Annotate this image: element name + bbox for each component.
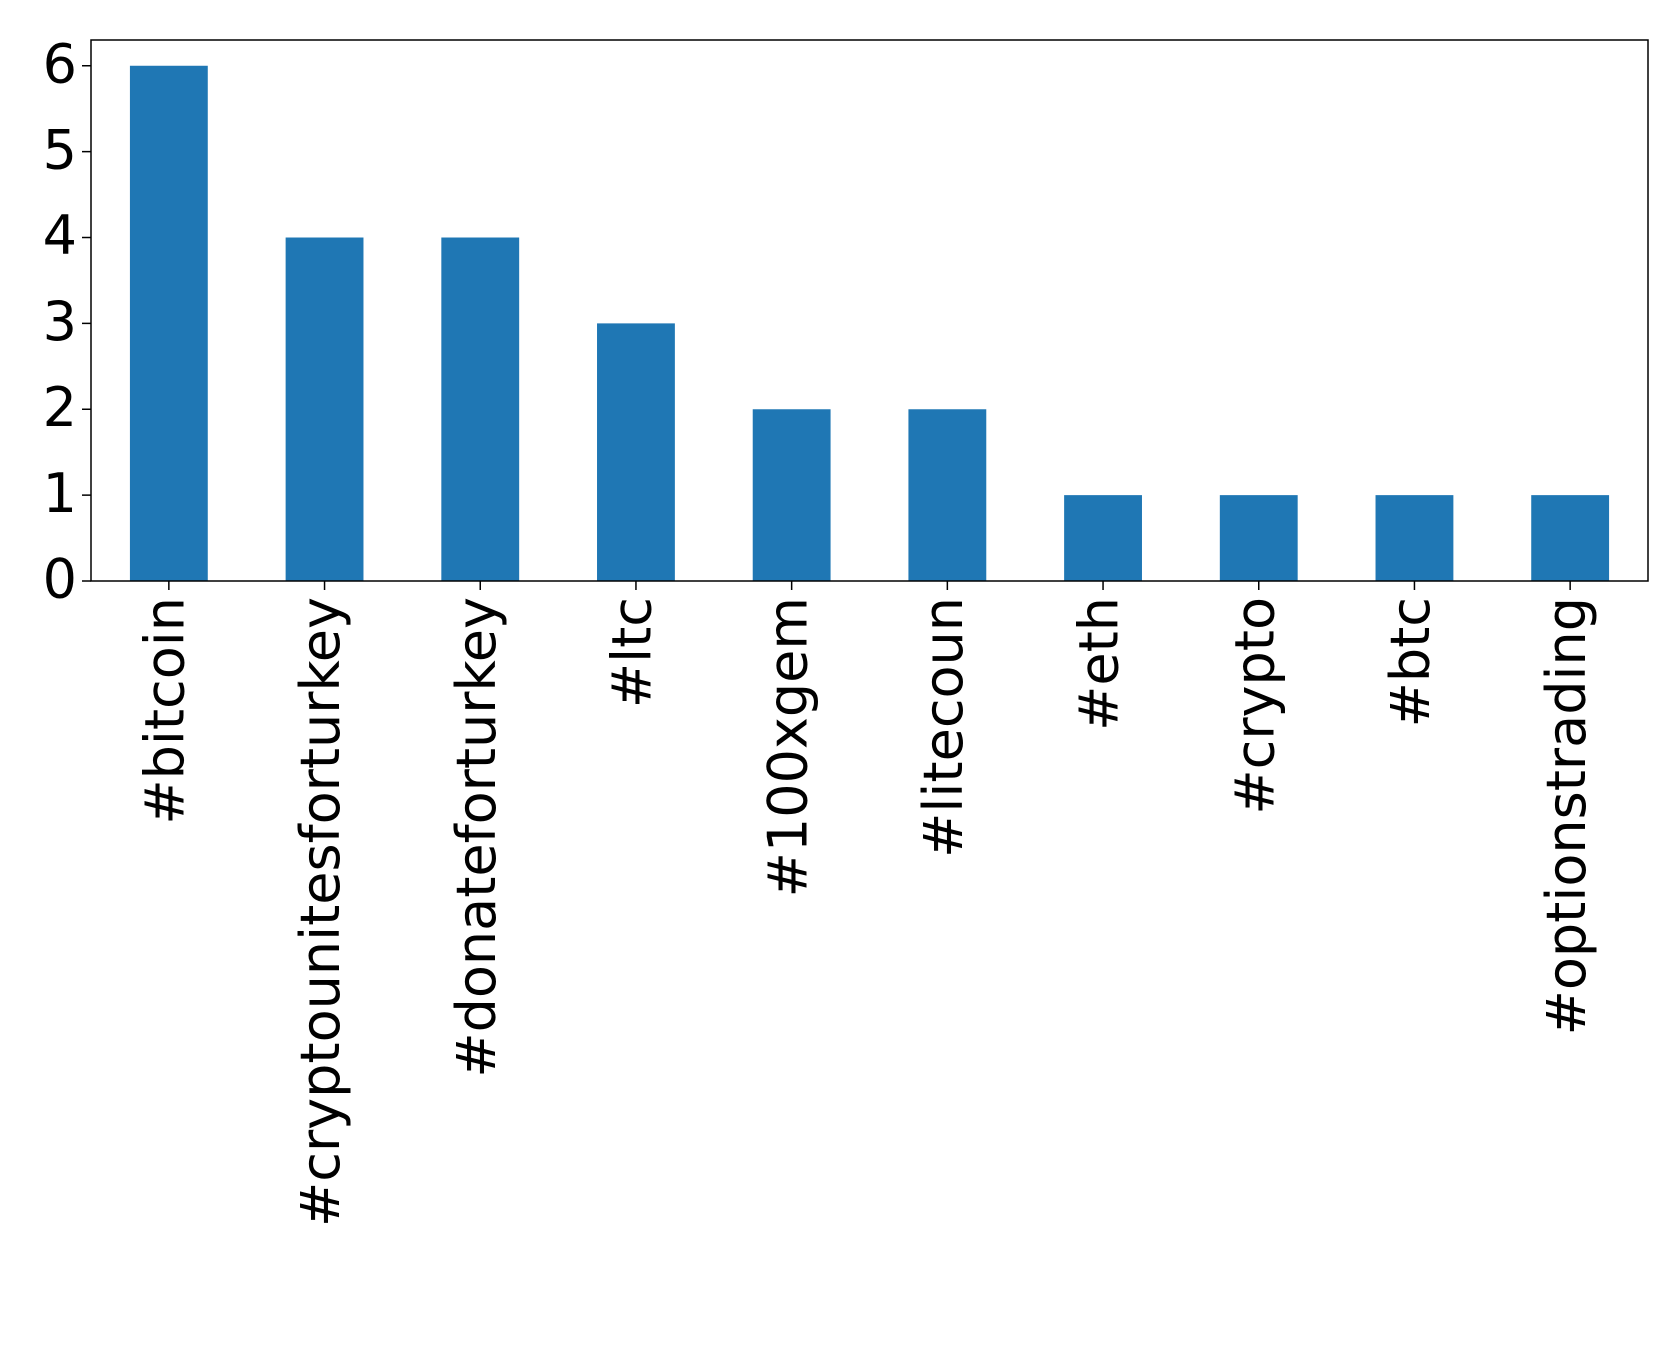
y-tick-label: 6 [43, 32, 77, 95]
x-tick-label: #ltc [601, 597, 664, 708]
bar [908, 409, 987, 581]
bar [1219, 495, 1298, 581]
y-tick-label: 1 [43, 462, 77, 525]
y-tick-label: 0 [43, 548, 77, 611]
y-tick-label: 5 [43, 118, 77, 181]
x-tick-label: #litecoun [912, 597, 975, 858]
y-tick-label: 2 [43, 376, 77, 439]
x-tick-label: #crypto [1223, 597, 1286, 815]
x-tick-label: #cryptounitesforturkey [289, 597, 352, 1227]
x-tick-label: #donateforturkey [445, 597, 508, 1078]
x-tick-label: #eth [1068, 597, 1131, 731]
bar [1531, 495, 1610, 581]
x-tick-label: #btc [1379, 597, 1442, 727]
bar [285, 237, 364, 581]
plot-frame [90, 39, 1649, 582]
x-tick-label: #optionstrading [1535, 597, 1598, 1035]
bar [1375, 495, 1454, 581]
y-tick-label: 4 [43, 204, 77, 267]
y-tick-label: 3 [43, 290, 77, 353]
bar [129, 65, 208, 581]
bar [752, 409, 831, 581]
x-tick-label: #bitcoin [133, 597, 196, 825]
bar [1064, 495, 1142, 581]
x-tick-label: #100xgem [756, 597, 819, 897]
bar [441, 237, 520, 581]
bar [597, 323, 675, 581]
